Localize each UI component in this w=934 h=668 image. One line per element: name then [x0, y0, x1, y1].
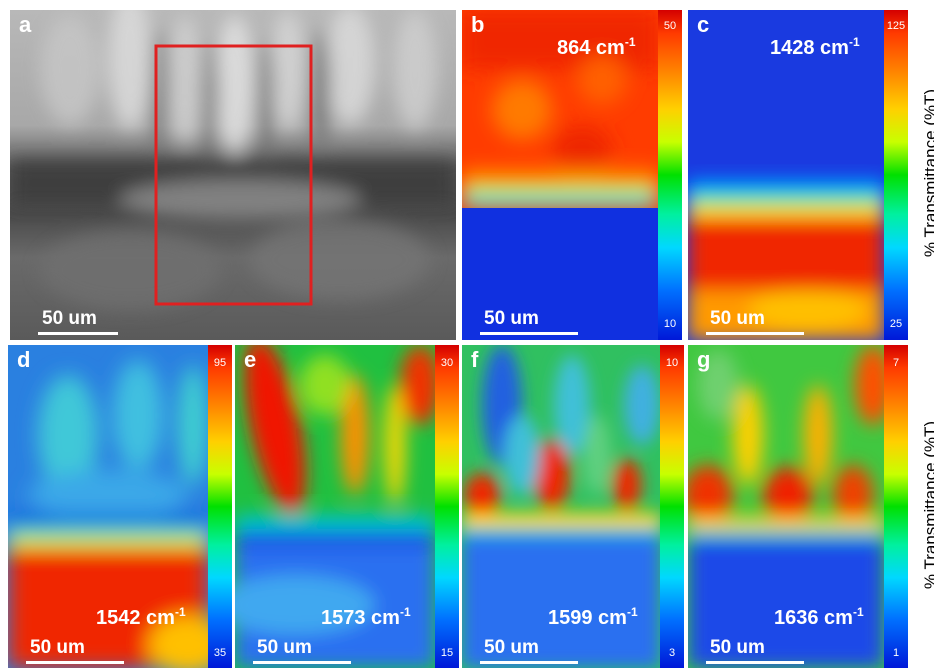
colorbar-max: 95 — [213, 357, 227, 369]
scalebar-label: 50 um — [484, 637, 539, 658]
panel-label: e — [244, 347, 257, 372]
scalebar — [480, 332, 578, 335]
colorbar — [658, 10, 682, 340]
scalebar — [706, 661, 804, 664]
wavenumber-label: 864 cm-1 — [557, 35, 636, 59]
wavenumber-label: 1428 cm-1 — [770, 35, 860, 59]
panel-label: a — [19, 12, 32, 37]
scalebar-label: 50 um — [710, 637, 765, 658]
heatmap-1542 — [8, 345, 208, 668]
y-axis-title: % Transmittance (%T) — [921, 420, 934, 589]
colorbar-max: 30 — [440, 357, 454, 369]
panel-f: f 1599 cm-1 50 um 10 3 — [462, 345, 684, 668]
scalebar-label: 50 um — [42, 308, 97, 329]
panel-c: c 1428 cm-1 50 um 125 25 — [688, 10, 908, 340]
wavenumber-label: 1542 cm-1 — [96, 605, 186, 629]
scalebar-label: 50 um — [257, 637, 312, 658]
panel-label: c — [697, 12, 710, 37]
panel-e: e 1573 cm-1 50 um 30 15 — [235, 345, 459, 668]
panel-label: d — [17, 347, 31, 372]
colorbar-max: 50 — [663, 20, 677, 32]
scalebar — [38, 332, 118, 335]
roi-box — [154, 44, 313, 306]
scalebar — [706, 332, 804, 335]
panel-a: a 50 um — [10, 10, 456, 340]
colorbar — [208, 345, 232, 668]
panel-label: b — [471, 12, 485, 37]
wavenumber-label: 1636 cm-1 — [774, 605, 864, 629]
scalebar — [480, 661, 578, 664]
colorbar-min: 10 — [663, 318, 677, 330]
scalebar-label: 50 um — [710, 308, 765, 329]
panel-g: g 1636 cm-1 50 um 7 1 — [688, 345, 908, 668]
panel-label: f — [471, 347, 479, 372]
scalebar — [253, 661, 351, 664]
colorbar — [660, 345, 684, 668]
optical-image — [10, 10, 456, 340]
colorbar-max: 7 — [892, 357, 900, 369]
heatmap-864 — [462, 10, 658, 340]
colorbar — [435, 345, 459, 668]
colorbar-min: 3 — [668, 647, 676, 659]
wavenumber-label: 1599 cm-1 — [548, 605, 638, 629]
colorbar — [884, 345, 908, 668]
heatmap-1573 — [235, 345, 435, 668]
y-axis-title: % Transmittance (%T) — [921, 88, 934, 257]
wavenumber-label: 1573 cm-1 — [321, 605, 411, 629]
colorbar-min: 15 — [440, 647, 454, 659]
heatmap-1636 — [688, 345, 884, 668]
colorbar-min: 25 — [889, 318, 903, 330]
panel-b: b 864 cm-1 50 um 50 10 — [462, 10, 682, 340]
colorbar-min: 35 — [213, 647, 227, 659]
colorbar — [884, 10, 908, 340]
panel-d: d 1542 cm-1 50 um 95 35 — [8, 345, 232, 668]
colorbar-max: 125 — [886, 20, 906, 32]
heatmap-1599 — [462, 345, 660, 668]
panel-label: g — [697, 347, 711, 372]
scalebar — [26, 661, 124, 664]
scalebar-label: 50 um — [30, 637, 85, 658]
colorbar-min: 1 — [892, 647, 900, 659]
colorbar-max: 10 — [665, 357, 679, 369]
heatmap-1428 — [688, 10, 884, 340]
scalebar-label: 50 um — [484, 308, 539, 329]
